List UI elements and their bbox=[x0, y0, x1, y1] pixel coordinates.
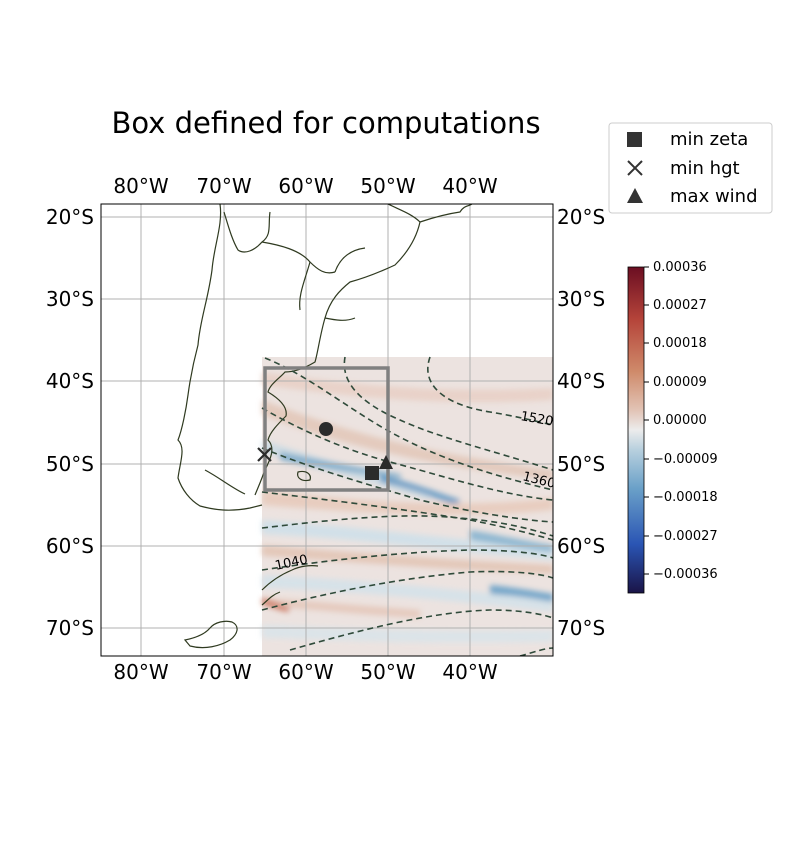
lat-tick-label: 70°S bbox=[46, 616, 94, 640]
colorbar-ticks: 0.00036 0.00027 0.00018 0.00009 0.00000 … bbox=[644, 260, 718, 582]
legend-label: min hgt bbox=[670, 158, 740, 179]
map-title: Box defined for computations bbox=[111, 106, 540, 140]
x-mark-icon bbox=[627, 160, 643, 176]
height-contours bbox=[261, 356, 553, 656]
map-frame bbox=[100, 203, 554, 657]
coastlines bbox=[177, 204, 473, 649]
vorticity-field bbox=[262, 357, 553, 656]
lon-tick-label: 70°W bbox=[196, 660, 251, 684]
colorbar: 0.00036 0.00027 0.00018 0.00009 0.00000 … bbox=[627, 260, 718, 594]
colorbar-tick-label: 0.00000 bbox=[653, 413, 707, 428]
lat-tick-label: 60°S bbox=[557, 534, 605, 558]
colorbar-tick-label: 0.00009 bbox=[653, 375, 707, 390]
lon-tick-label: 70°W bbox=[196, 174, 251, 198]
colorbar-tick-label: 0.00036 bbox=[653, 260, 707, 275]
triangle-icon bbox=[627, 188, 643, 203]
square-icon bbox=[627, 132, 642, 147]
max-wind-marker bbox=[379, 455, 393, 469]
min-hgt-marker bbox=[257, 447, 272, 462]
center-marker bbox=[319, 422, 333, 436]
colorbar-tick-label: −0.00009 bbox=[653, 452, 718, 467]
lat-tick-label: 40°S bbox=[46, 369, 94, 393]
legend-label: max wind bbox=[670, 186, 758, 207]
lat-tick-label: 70°S bbox=[557, 616, 605, 640]
min-zeta-marker bbox=[365, 466, 379, 480]
colorbar-tick-label: −0.00027 bbox=[653, 529, 718, 544]
lat-tick-label: 20°S bbox=[46, 205, 94, 229]
lon-tick-label: 40°W bbox=[442, 174, 497, 198]
markers bbox=[257, 422, 393, 480]
lat-labels-left: 20°S 30°S 40°S 50°S 60°S 70°S bbox=[46, 205, 94, 640]
lon-tick-label: 40°W bbox=[442, 660, 497, 684]
lat-tick-label: 30°S bbox=[46, 287, 94, 311]
lat-labels-right: 20°S 30°S 40°S 50°S 60°S 70°S bbox=[557, 205, 605, 640]
lon-labels-bottom: 80°W 70°W 60°W 50°W 40°W bbox=[113, 660, 497, 684]
legend: min zeta min hgt max wind bbox=[608, 122, 773, 214]
colorbar-ramp bbox=[627, 266, 645, 594]
legend-frame bbox=[608, 122, 773, 214]
map-axes: 1520 1360 1040 80°W 70°W 60°W 50° bbox=[46, 174, 605, 684]
lat-tick-label: 50°S bbox=[557, 452, 605, 476]
lat-tick-label: 20°S bbox=[557, 205, 605, 229]
lat-tick-label: 60°S bbox=[46, 534, 94, 558]
lon-tick-label: 50°W bbox=[360, 660, 415, 684]
lon-tick-label: 80°W bbox=[113, 660, 168, 684]
lon-tick-label: 50°W bbox=[360, 174, 415, 198]
colorbar-tick-label: −0.00036 bbox=[653, 567, 718, 582]
colorbar-tick-label: 0.00027 bbox=[653, 298, 707, 313]
contour-label-1040: 1040 bbox=[274, 552, 309, 574]
lon-labels-top: 80°W 70°W 60°W 50°W 40°W bbox=[113, 174, 497, 198]
lat-tick-label: 40°S bbox=[557, 369, 605, 393]
lon-tick-label: 60°W bbox=[278, 174, 333, 198]
colorbar-tick-label: 0.00018 bbox=[653, 336, 707, 351]
lon-tick-label: 80°W bbox=[113, 174, 168, 198]
computation-box bbox=[263, 366, 390, 492]
graticule bbox=[101, 204, 553, 656]
colorbar-tick-label: −0.00018 bbox=[653, 490, 718, 505]
lat-tick-label: 30°S bbox=[557, 287, 605, 311]
contour-label-1520: 1520 bbox=[519, 409, 554, 430]
legend-label: min zeta bbox=[670, 129, 748, 150]
lat-tick-label: 50°S bbox=[46, 452, 94, 476]
lon-tick-label: 60°W bbox=[278, 660, 333, 684]
